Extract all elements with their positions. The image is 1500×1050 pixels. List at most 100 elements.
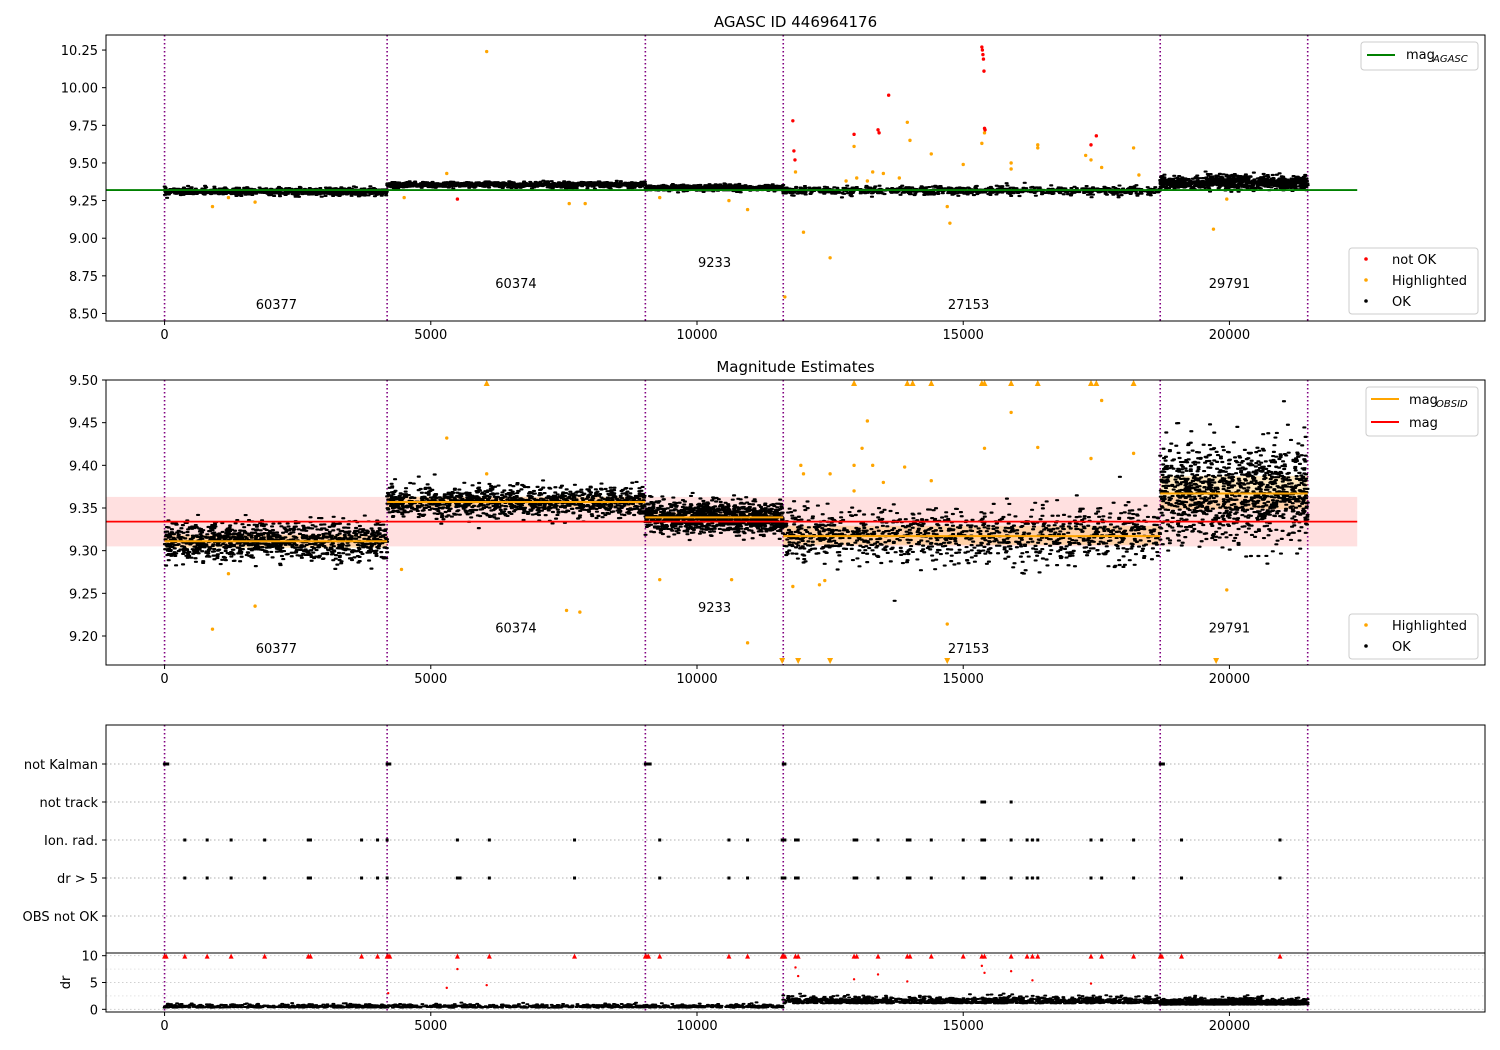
highlighted-point <box>945 204 949 209</box>
highlighted-point <box>828 472 832 476</box>
flag-marker <box>961 876 965 880</box>
flag-marker <box>1009 838 1013 842</box>
highlighted-point <box>578 610 582 614</box>
flag-marker <box>1036 876 1040 880</box>
clipped-down-marker <box>779 658 786 664</box>
dr-clipped-marker <box>928 953 934 959</box>
y-tick-label: 10 <box>81 950 98 965</box>
highlighted-point <box>783 295 787 299</box>
flag-marker <box>781 838 785 842</box>
flag-marker <box>1132 876 1136 880</box>
highlighted-point <box>961 162 965 167</box>
chart-title: Magnitude Estimates <box>716 358 874 376</box>
clipped-down-marker <box>795 658 802 664</box>
flag-marker <box>648 762 652 766</box>
highlighted-point <box>1225 197 1229 201</box>
legend-points <box>1348 247 1479 315</box>
flag-marker <box>1161 762 1165 766</box>
dr-clipped-marker <box>163 953 169 959</box>
clipped-down-marker <box>944 658 951 664</box>
flag-marker <box>1160 762 1164 766</box>
flag-marker <box>1036 838 1040 842</box>
y-tick-label: 8.50 <box>69 307 98 322</box>
flag-marker <box>783 762 787 766</box>
y-tick-label: 9.45 <box>69 417 98 432</box>
legend-point-swatch <box>1364 257 1368 261</box>
clipped-down-marker <box>1213 658 1220 664</box>
flag-marker <box>876 838 880 842</box>
y-tick-label: 9.50 <box>69 374 98 389</box>
clipped-up-marker <box>851 380 858 386</box>
dr-clipped-marker <box>204 953 210 959</box>
highlighted-point <box>1225 588 1229 592</box>
dr-clipped-marker <box>182 953 188 959</box>
dr-clipped-marker <box>1035 953 1041 959</box>
flag-marker <box>388 762 392 766</box>
not-ok-point <box>886 93 891 97</box>
dr-outlier-point <box>794 966 797 969</box>
flag-marker <box>1009 876 1013 880</box>
flag-marker <box>852 876 856 880</box>
legend-label: mag <box>1409 416 1438 431</box>
flag-marker <box>487 838 491 842</box>
highlighted-point <box>823 578 827 583</box>
dr-clipped-marker <box>1277 953 1283 959</box>
flag-marker <box>929 838 933 842</box>
highlighted-point <box>226 571 231 576</box>
highlighted-point <box>729 577 734 582</box>
x-tick-label: 15000 <box>943 1019 984 1034</box>
y-tick-label: 9.50 <box>69 157 98 172</box>
dr-clipped-marker <box>1099 953 1105 959</box>
highlighted-point <box>1036 143 1040 147</box>
flag-marker <box>306 838 310 842</box>
dr-clipped-marker <box>387 953 393 959</box>
agasc-panel: AGASC ID 446964176 60377 60374 9233 27153 297… <box>61 13 1486 343</box>
y-tick-label: 9.75 <box>69 119 98 134</box>
flag-marker <box>1009 800 1013 804</box>
flag-marker <box>183 838 187 842</box>
legend-label: mag <box>1409 393 1438 408</box>
highlighted-point <box>1083 153 1088 158</box>
not-ok-point <box>791 119 795 123</box>
y-tick-label: 9.40 <box>69 459 98 474</box>
flag-marker <box>796 876 800 880</box>
y-tick-label: 9.25 <box>69 587 98 602</box>
not-ok-point <box>1089 143 1093 147</box>
highlighted-point <box>253 604 257 608</box>
highlighted-point <box>484 472 489 476</box>
highlighted-point <box>897 176 902 180</box>
flag-marker <box>783 876 787 880</box>
legend-label: not OK <box>1392 253 1437 268</box>
highlighted-point <box>801 230 806 234</box>
not-ok-point <box>455 197 460 201</box>
highlighted-point <box>908 138 912 143</box>
highlighted-point <box>567 201 571 206</box>
obsid-label: 60374 <box>495 277 536 292</box>
highlighted-point <box>980 141 984 146</box>
highlighted-point <box>793 170 798 174</box>
y-tick-label: 9.20 <box>69 630 98 645</box>
dr-clipped-marker <box>960 953 966 959</box>
dr-points-cloud <box>1158 994 1310 1006</box>
flag-marker <box>1278 838 1282 842</box>
flag-marker <box>643 762 647 766</box>
dr-clipped-marker <box>1008 953 1014 959</box>
flag-marker <box>573 876 577 880</box>
dr-outlier-point <box>876 973 880 976</box>
flag-marker <box>385 876 389 880</box>
flag-marker <box>727 838 731 842</box>
legend-label: Highlighted <box>1392 619 1467 634</box>
clipped-up-marker <box>1130 380 1137 386</box>
flag-marker <box>929 876 933 880</box>
flag-marker <box>1030 838 1034 842</box>
obsid-label: 9233 <box>698 601 731 616</box>
flag-marker <box>727 876 731 880</box>
highlighted-point <box>929 478 933 483</box>
highlighted-point <box>791 584 795 589</box>
flag-marker <box>166 762 170 766</box>
flag-marker <box>746 876 750 880</box>
flag-marker <box>781 762 785 766</box>
dr-points-cloud <box>781 992 1163 1005</box>
highlighted-point <box>855 176 859 180</box>
dr-outlier-point <box>852 978 856 981</box>
